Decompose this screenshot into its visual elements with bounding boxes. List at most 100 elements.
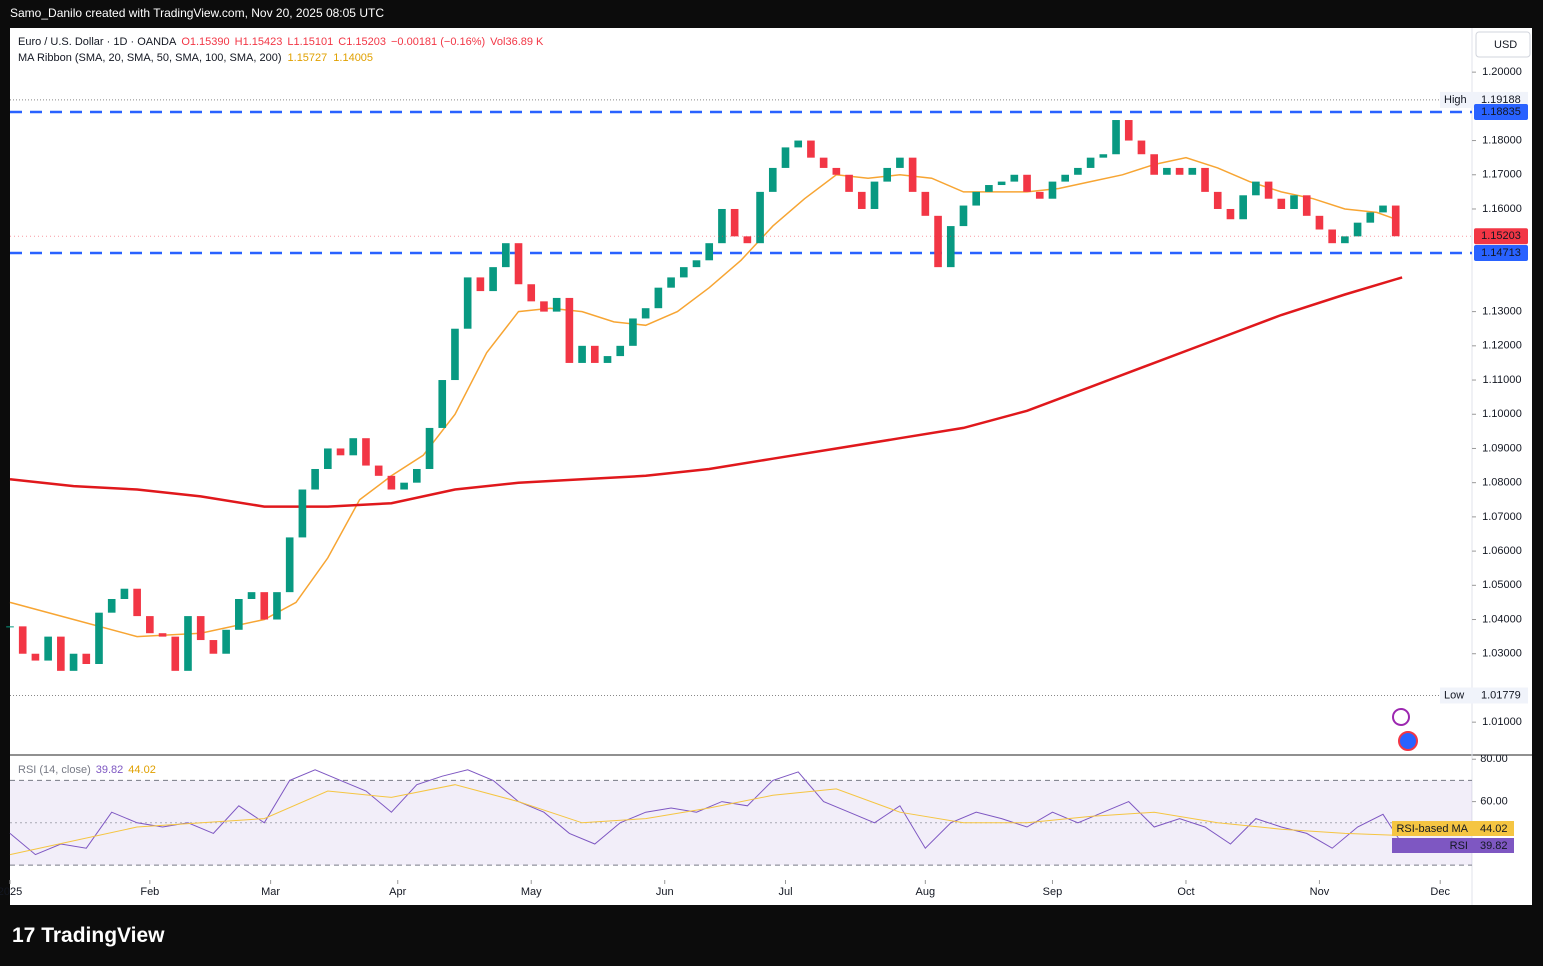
y-tick-label: 1.13000 xyxy=(1482,306,1522,318)
candle xyxy=(209,640,218,654)
ribbon-title: MA Ribbon (SMA, 20, SMA, 50, SMA, 100, S… xyxy=(18,52,282,64)
extreme-name: High xyxy=(1444,94,1467,106)
candle xyxy=(438,380,447,428)
y-tick-label: 1.05000 xyxy=(1482,579,1522,591)
candle xyxy=(1112,120,1120,155)
candle xyxy=(692,260,701,268)
candle xyxy=(1226,208,1235,220)
rsi-ma-value: 44.02 xyxy=(128,764,156,776)
y-tick-label: 1.12000 xyxy=(1482,340,1522,352)
candle xyxy=(540,301,548,312)
symbol: Euro / U.S. Dollar · 1D · OANDA xyxy=(18,36,177,48)
extreme-name: Low xyxy=(1444,689,1464,701)
y-tick-label: 1.07000 xyxy=(1482,511,1522,523)
candle xyxy=(196,616,205,641)
candle xyxy=(451,328,459,381)
x-tick-label: Nov xyxy=(1310,886,1330,898)
event-icon[interactable] xyxy=(1392,708,1410,726)
y-tick-label: 1.08000 xyxy=(1482,477,1522,489)
candle xyxy=(616,345,625,357)
candle xyxy=(1048,181,1057,199)
candle xyxy=(324,448,332,469)
candle xyxy=(107,598,116,613)
x-tick-label: Sep xyxy=(1043,886,1063,898)
candle xyxy=(1341,236,1349,244)
logo: 17 TradingView xyxy=(12,924,165,947)
y-tick-label: 1.03000 xyxy=(1482,648,1522,660)
candle xyxy=(1188,167,1197,175)
candle xyxy=(273,592,281,620)
extreme-value: 1.19188 xyxy=(1481,94,1521,106)
ohlc-value: L1.15101 xyxy=(287,36,333,48)
candle xyxy=(336,448,345,456)
y-tick-label: 1.10000 xyxy=(1482,408,1522,420)
ohlc-value: H1.15423 xyxy=(235,36,283,48)
candle xyxy=(1035,191,1044,199)
rsi-value: 39.82 xyxy=(96,764,124,776)
candle xyxy=(387,475,396,490)
candle xyxy=(718,208,726,244)
candle xyxy=(641,308,650,319)
candle xyxy=(413,468,421,483)
rsi-tag-value: 44.02 xyxy=(1480,823,1508,835)
candle xyxy=(1239,195,1247,220)
candle xyxy=(1213,191,1222,209)
last-price-tag xyxy=(1474,228,1528,245)
extreme-tag xyxy=(1440,687,1528,704)
y-tick-label: 1.18000 xyxy=(1482,134,1522,146)
ohlc-value: −0.00181 (−0.16%) xyxy=(391,36,485,48)
candle xyxy=(845,174,853,192)
candle xyxy=(222,629,230,654)
extreme-tag xyxy=(1440,91,1528,108)
y-tick-label: 1.16000 xyxy=(1482,203,1522,215)
event-icon[interactable] xyxy=(1398,731,1418,751)
candle xyxy=(514,243,523,285)
x-tick-label: 2025 xyxy=(0,886,22,898)
candle xyxy=(807,140,815,158)
level-tag xyxy=(1474,245,1528,262)
candle xyxy=(1010,174,1019,182)
candle xyxy=(425,427,434,469)
candle xyxy=(1353,222,1362,237)
x-tick-label: Mar xyxy=(261,886,280,898)
rsi-tag-name: RSI xyxy=(1450,840,1468,852)
y-tick-label: 1.20000 xyxy=(1482,66,1522,78)
candle xyxy=(819,157,828,168)
candle xyxy=(1277,198,1286,209)
candle xyxy=(311,468,319,490)
candle xyxy=(921,191,930,216)
candle xyxy=(247,592,256,599)
candle xyxy=(1163,167,1171,175)
rsi-tick-label: 60.00 xyxy=(1480,796,1508,808)
candle xyxy=(31,653,40,661)
x-tick-label: Dec xyxy=(1430,886,1450,898)
candle xyxy=(857,191,866,209)
rsi-legend: RSI (14, close) 39.82 44.02 xyxy=(18,764,156,776)
candle xyxy=(57,636,65,671)
candle xyxy=(1150,154,1158,175)
candle xyxy=(146,616,154,634)
candle xyxy=(171,636,180,671)
candle xyxy=(565,297,574,363)
x-tick-label: Jul xyxy=(778,886,792,898)
candle xyxy=(1315,215,1324,230)
candle xyxy=(463,277,472,329)
candle xyxy=(374,465,383,476)
level-tag xyxy=(1474,103,1528,120)
candle xyxy=(590,345,599,363)
candle xyxy=(1328,229,1336,244)
currency-box[interactable] xyxy=(1475,31,1531,58)
candle xyxy=(1023,174,1031,192)
candle xyxy=(997,181,1006,186)
legend-symbol: Euro / U.S. Dollar · 1D · OANDA O1.15390 H… xyxy=(18,36,544,48)
rsi-tick-label: 80.00 xyxy=(1480,753,1508,765)
y-tick-label: 1.17000 xyxy=(1482,169,1522,181)
candle xyxy=(794,140,803,148)
candle xyxy=(527,284,536,302)
legend-ribbon: MA Ribbon (SMA, 20, SMA, 50, SMA, 100, S… xyxy=(18,52,373,64)
candle xyxy=(400,482,408,490)
y-tick-label: 1.11000 xyxy=(1483,374,1522,386)
y-tick-label: 1.01000 xyxy=(1482,716,1522,728)
